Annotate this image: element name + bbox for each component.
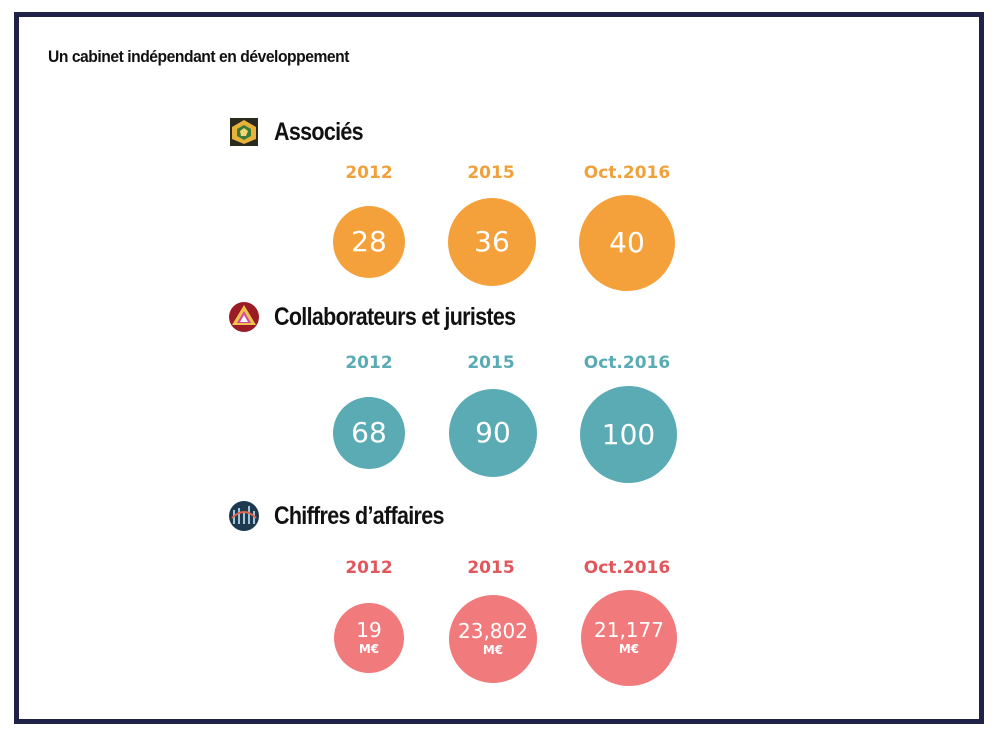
section-header-associes: Associés [228, 116, 377, 148]
bubble-unit: M€ [482, 643, 504, 657]
bubble-value: 40 [609, 226, 645, 259]
year-label: 2015 [467, 163, 515, 183]
year-label: Oct.2016 [583, 353, 671, 373]
year-label: 2015 [467, 558, 515, 578]
year-label: 2012 [345, 353, 393, 373]
page-title: Un cabinet indépendant en développement [48, 47, 349, 66]
bubble-value: 23,802 [458, 619, 528, 643]
value-bubble-collaborateurs-2012: 68 [333, 397, 405, 469]
value-bubble-associes-2015: 36 [448, 198, 536, 286]
year-label: 2012 [345, 558, 393, 578]
bubble-value: 90 [475, 416, 511, 449]
bubble-value: 100 [601, 417, 656, 451]
section-header-collaborateurs: Collaborateurs et juristes [228, 301, 555, 333]
bubble-unit: M€ [358, 642, 380, 656]
chart-pattern-icon [228, 500, 260, 532]
section-title-chiffres: Chiffres d’affaires [274, 501, 444, 530]
bubble-value: 68 [351, 416, 387, 449]
section-title-collaborateurs: Collaborateurs et juristes [274, 302, 516, 331]
year-label: Oct.2016 [583, 163, 671, 183]
bubble-value: 21,177 [594, 618, 664, 642]
bubble-value: 19 [356, 618, 382, 642]
bubble-unit: M€ [618, 642, 640, 656]
value-bubble-associes-oct2016: 40 [579, 195, 675, 291]
value-bubble-associes-2012: 28 [333, 206, 405, 278]
value-bubble-chiffres-2015: 23,802 M€ [449, 595, 537, 683]
triangle-pattern-icon [228, 301, 260, 333]
bubble-value: 28 [351, 225, 387, 258]
year-label: Oct.2016 [583, 558, 671, 578]
geometric-pattern-icon [228, 116, 260, 148]
value-bubble-chiffres-2012: 19 M€ [334, 603, 404, 673]
year-label: 2012 [345, 163, 393, 183]
value-bubble-collaborateurs-oct2016: 100 [580, 386, 677, 483]
year-label: 2015 [467, 353, 515, 373]
section-header-chiffres: Chiffres d’affaires [228, 500, 471, 532]
value-bubble-chiffres-oct2016: 21,177 M€ [581, 590, 677, 686]
bubble-value: 36 [474, 225, 510, 258]
section-title-associes: Associés [274, 117, 364, 146]
value-bubble-collaborateurs-2015: 90 [449, 389, 537, 477]
